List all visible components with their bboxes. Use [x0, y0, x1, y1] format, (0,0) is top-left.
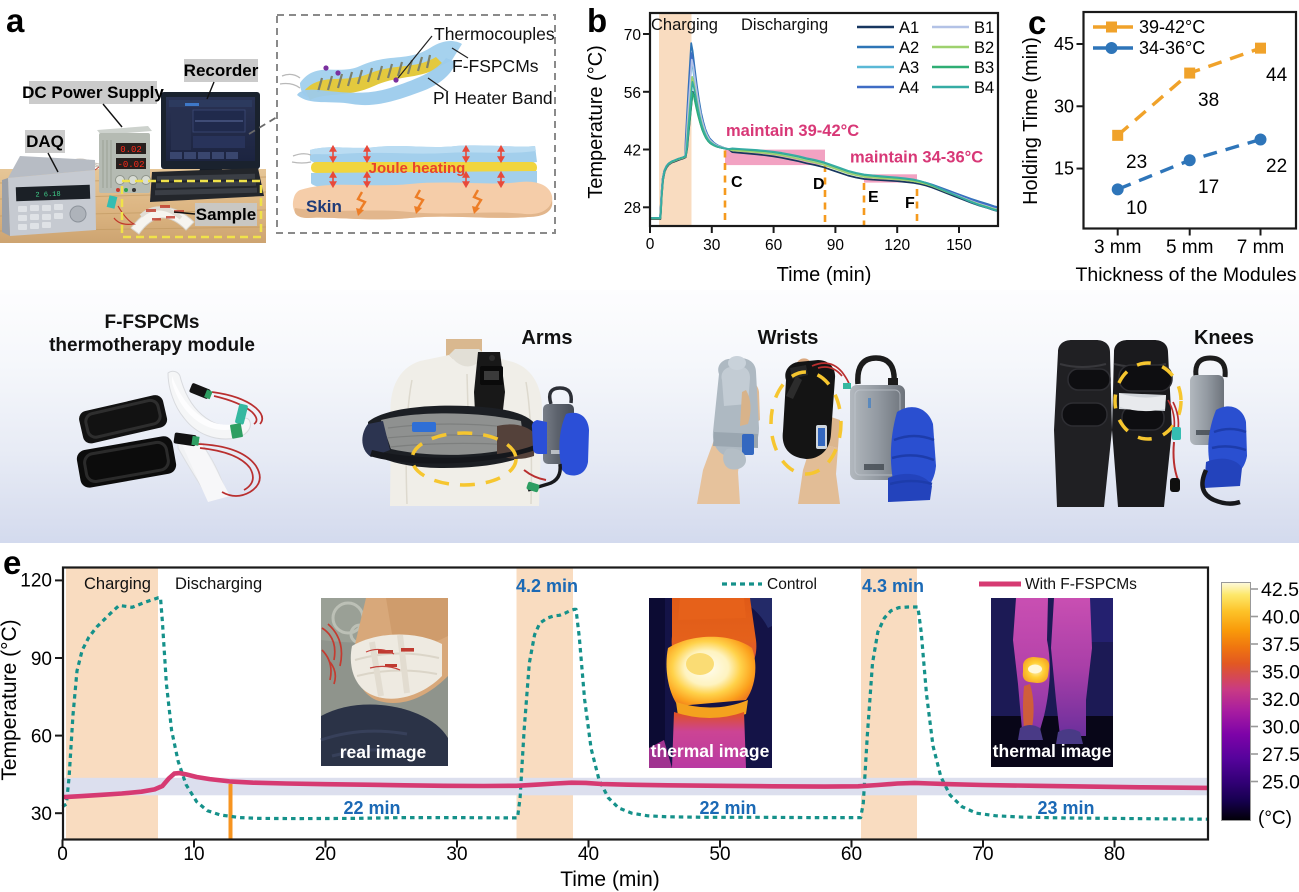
svg-text:A2: A2 [899, 39, 919, 57]
svg-text:DC Power Supply: DC Power Supply [22, 83, 164, 102]
svg-text:30.0: 30.0 [1262, 717, 1299, 739]
svg-text:50: 50 [709, 844, 730, 865]
svg-text:40: 40 [578, 844, 599, 865]
svg-text:A4: A4 [899, 79, 919, 97]
svg-text:B3: B3 [974, 59, 994, 77]
svg-text:44: 44 [1266, 65, 1288, 86]
svg-text:4.2 min: 4.2 min [516, 576, 578, 596]
svg-text:39-42°C: 39-42°C [1139, 17, 1205, 37]
svg-text:Joule heating: Joule heating [369, 160, 466, 177]
svg-text:Control: Control [767, 576, 817, 593]
svg-text:B2: B2 [974, 39, 994, 57]
svg-text:5 mm: 5 mm [1166, 237, 1214, 258]
svg-text:Thickness of the Modules: Thickness of the Modules [1075, 264, 1296, 286]
svg-text:F: F [905, 195, 915, 212]
svg-text:70: 70 [972, 844, 993, 865]
svg-text:-0.02: -0.02 [117, 160, 144, 170]
svg-text:7 mm: 7 mm [1237, 237, 1285, 258]
svg-text:37.5: 37.5 [1262, 634, 1299, 656]
svg-text:thermal image: thermal image [651, 741, 770, 761]
svg-text:Temperature (°C): Temperature (°C) [0, 619, 21, 780]
svg-text:15: 15 [1054, 159, 1074, 179]
svg-text:Discharging: Discharging [175, 575, 262, 593]
svg-text:38: 38 [1198, 90, 1219, 111]
svg-text:Sample: Sample [196, 205, 256, 224]
svg-text:27.5: 27.5 [1262, 744, 1299, 766]
svg-text:120: 120 [20, 570, 52, 591]
svg-text:10: 10 [1126, 198, 1147, 219]
svg-text:Time (min): Time (min) [777, 264, 872, 286]
svg-text:2 6.18: 2 6.18 [35, 191, 60, 200]
svg-text:maintain 34-36°C: maintain 34-36°C [850, 149, 983, 167]
svg-text:22: 22 [1266, 156, 1287, 177]
svg-text:With F-FSPCMs: With F-FSPCMs [1025, 576, 1137, 593]
svg-text:F-FSPCMs: F-FSPCMs [452, 56, 539, 76]
svg-text:D: D [813, 176, 825, 193]
svg-text:A3: A3 [899, 59, 919, 77]
svg-text:Charging: Charging [84, 575, 151, 593]
svg-text:42.5: 42.5 [1261, 579, 1299, 601]
svg-text:0: 0 [646, 236, 655, 253]
svg-text:40.0: 40.0 [1262, 607, 1299, 629]
svg-text:Charging: Charging [651, 16, 718, 34]
svg-text:0.02: 0.02 [120, 145, 142, 155]
svg-text:B1: B1 [974, 19, 994, 37]
svg-text:C: C [731, 174, 743, 191]
svg-text:30: 30 [446, 844, 467, 865]
svg-text:DAQ: DAQ [26, 132, 64, 151]
svg-text:10: 10 [183, 844, 204, 865]
svg-text:25.0: 25.0 [1262, 772, 1299, 794]
svg-text:Discharging: Discharging [741, 16, 828, 34]
svg-text:Skin: Skin [306, 197, 342, 216]
svg-text:120: 120 [884, 237, 910, 254]
svg-text:Holding Time (min): Holding Time (min) [1020, 37, 1042, 205]
svg-text:thermal image: thermal image [993, 741, 1112, 761]
svg-text:90: 90 [31, 649, 52, 670]
svg-text:real image: real image [340, 742, 427, 762]
svg-text:70: 70 [624, 27, 642, 44]
svg-text:E: E [868, 189, 879, 206]
svg-text:56: 56 [624, 85, 641, 102]
svg-text:20: 20 [315, 844, 336, 865]
svg-text:0: 0 [57, 844, 68, 865]
svg-text:150: 150 [946, 237, 972, 254]
svg-text:Thermocouples: Thermocouples [434, 24, 555, 44]
svg-text:A1: A1 [899, 19, 919, 37]
svg-text:30: 30 [31, 804, 52, 825]
svg-text:22 min: 22 min [343, 798, 400, 818]
svg-text:34-36°C: 34-36°C [1139, 38, 1205, 58]
svg-text:PI Heater Band: PI Heater Band [433, 88, 553, 108]
svg-text:4.3 min: 4.3 min [862, 576, 924, 596]
svg-text:42: 42 [624, 143, 641, 160]
svg-text:Time (min): Time (min) [560, 868, 660, 891]
svg-text:80: 80 [1104, 844, 1125, 865]
svg-text:B4: B4 [974, 79, 994, 97]
svg-text:Recorder: Recorder [184, 61, 259, 80]
svg-text:Temperature (°C): Temperature (°C) [585, 45, 607, 199]
svg-text:30: 30 [1054, 96, 1074, 116]
svg-text:60: 60 [841, 844, 862, 865]
svg-text:28: 28 [624, 200, 641, 217]
svg-text:22 min: 22 min [699, 798, 756, 818]
svg-text:35.0: 35.0 [1262, 662, 1299, 684]
svg-text:maintain 39-42°C: maintain 39-42°C [726, 122, 859, 140]
svg-text:17: 17 [1198, 177, 1219, 198]
svg-text:45: 45 [1054, 34, 1074, 54]
svg-text:3 mm: 3 mm [1094, 237, 1142, 258]
svg-text:60: 60 [31, 727, 52, 748]
svg-text:23: 23 [1126, 152, 1147, 173]
svg-text:(°C): (°C) [1258, 808, 1292, 829]
svg-text:30: 30 [703, 237, 721, 254]
svg-text:60: 60 [765, 237, 783, 254]
svg-text:32.0: 32.0 [1262, 689, 1299, 711]
svg-text:23 min: 23 min [1037, 798, 1094, 818]
svg-text:90: 90 [827, 237, 845, 254]
